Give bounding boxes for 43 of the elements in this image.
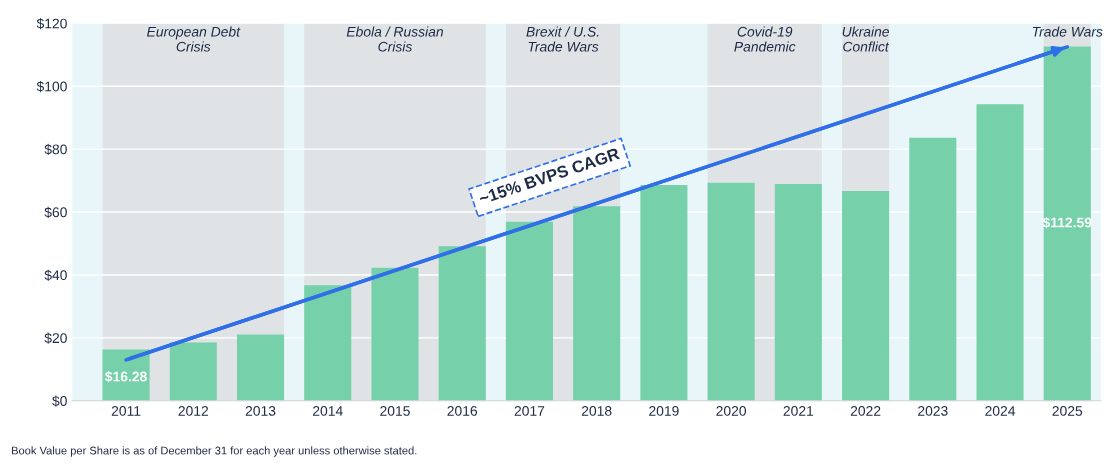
band-label: Ukraine Conflict	[842, 26, 890, 52]
x-tick-label: 2015	[380, 405, 410, 416]
x-tick-label: 2025	[1052, 405, 1083, 416]
bar	[909, 137, 957, 401]
bar	[169, 342, 217, 401]
x-tick-label: 2020	[716, 405, 747, 416]
band-label: Trade Wars	[1032, 26, 1103, 37]
bar	[371, 267, 419, 401]
band-label: Brexit / U.S. Trade Wars	[526, 26, 599, 52]
x-tick-label: 2016	[447, 405, 478, 416]
bar	[976, 104, 1024, 401]
x-tick-label: 2021	[783, 405, 814, 416]
bar	[236, 334, 285, 401]
y-tick-label: $80	[44, 143, 67, 156]
x-tick-label: 2023	[918, 405, 948, 416]
x-tick-label: 2012	[178, 405, 209, 416]
band-label: European Debt Crisis	[147, 26, 241, 52]
x-tick-label: 2013	[245, 405, 276, 416]
annotation: ~15% BVPS CAGR	[478, 147, 621, 205]
x-tick-label: 2017	[514, 405, 545, 416]
x-tick-label: 2019	[649, 405, 679, 416]
y-tick-label: $60	[44, 206, 67, 219]
bar	[438, 246, 486, 401]
data-label: $16.28	[105, 371, 147, 383]
bar	[640, 184, 688, 401]
y-tick-label: $20	[44, 332, 67, 344]
x-tick-label: 2022	[850, 405, 881, 416]
y-tick-label: $100	[36, 80, 67, 93]
y-tick-label: $120	[36, 18, 67, 30]
y-tick-label: $0	[52, 395, 67, 407]
x-tick-label: 2011	[111, 405, 141, 416]
bar	[304, 285, 352, 401]
bar	[505, 221, 553, 401]
x-tick-label: 2018	[581, 405, 612, 416]
x-tick-label: 2014	[313, 405, 343, 416]
y-tick-label: $40	[44, 269, 67, 281]
bar	[573, 206, 621, 401]
band-label: Ebola / Russian Crisis	[346, 26, 443, 52]
text: Book Value per Share is as of December 31 for each year unless otherwise stated.	[12, 446, 417, 457]
bar	[707, 182, 755, 401]
x-tick-label: 2024	[985, 405, 1016, 416]
band-label: Covid-19 Pandemic	[734, 26, 796, 52]
bar	[774, 184, 822, 401]
